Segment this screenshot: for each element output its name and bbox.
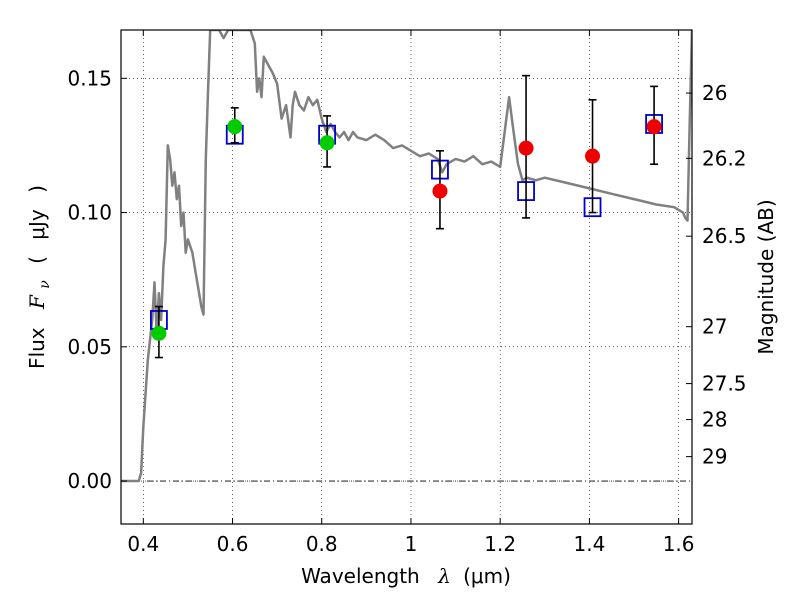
observed-flux-marker: [319, 135, 335, 151]
y2-tick-labels: 26 26.2 26.5 27 27.5 28 29: [702, 81, 747, 469]
y2-tick-label: 27: [702, 315, 727, 339]
ticks: [121, 30, 692, 524]
y2-axis-label: Magnitude (AB): [754, 199, 778, 354]
data-markers: [150, 74, 663, 359]
y-axis-label: Flux F ν ( μJy ): [25, 185, 54, 369]
y2-tick-label: 26.5: [702, 224, 747, 248]
x-tick-label: 0.4: [127, 532, 159, 556]
y-axis-label-symbol: F: [25, 294, 49, 310]
y-tick-label: 0.15: [67, 66, 112, 90]
y-tick-label: 0.10: [67, 201, 112, 225]
y-tick-label: 0.00: [67, 469, 112, 493]
y-axis-label-prefix: Flux: [25, 327, 49, 369]
x-tick-labels: 0.4 0.6 0.8 1 1.2 1.4 1.6: [127, 532, 694, 556]
y-tick-labels: 0.00 0.05 0.10 0.15: [67, 66, 112, 493]
x-tick-label: 1.6: [663, 532, 695, 556]
y2-tick-label: 28: [702, 408, 727, 432]
y2-tick-label: 27.5: [702, 372, 747, 396]
x-tick-label: 1.2: [484, 532, 516, 556]
y2-tick-label: 26.2: [702, 146, 747, 170]
observed-flux-marker: [518, 140, 534, 156]
observed-flux-marker: [585, 148, 601, 164]
x-tick-label: 1: [405, 532, 418, 556]
template-spectrum-line: [121, 30, 692, 483]
x-axis-label-prefix: Wavelength: [301, 564, 420, 588]
x-axis-label: Wavelength λ (μm): [301, 564, 511, 588]
y-tick-label: 0.05: [67, 335, 112, 359]
y-axis-label-open-paren: (: [25, 256, 49, 264]
observed-flux-marker: [646, 119, 662, 135]
y2-tick-label: 26: [702, 81, 727, 105]
x-tick-label: 0.6: [217, 532, 249, 556]
y2-tick-label: 29: [702, 445, 727, 469]
x-tick-label: 0.8: [306, 532, 338, 556]
x-axis-label-units: (μm): [463, 564, 511, 588]
y-axis-label-units: μJy: [25, 209, 49, 240]
observed-flux-marker: [151, 325, 167, 341]
plot-frame: [120, 29, 693, 525]
x-axis-label-symbol: λ: [437, 564, 451, 588]
y-axis-label-close-paren: ): [25, 185, 49, 193]
observed-flux-marker: [227, 119, 243, 135]
x-tick-label: 1.4: [573, 532, 605, 556]
y-axis-label-subscript: ν: [37, 280, 53, 289]
observed-flux-marker: [432, 183, 448, 199]
plot-area: [121, 30, 692, 483]
